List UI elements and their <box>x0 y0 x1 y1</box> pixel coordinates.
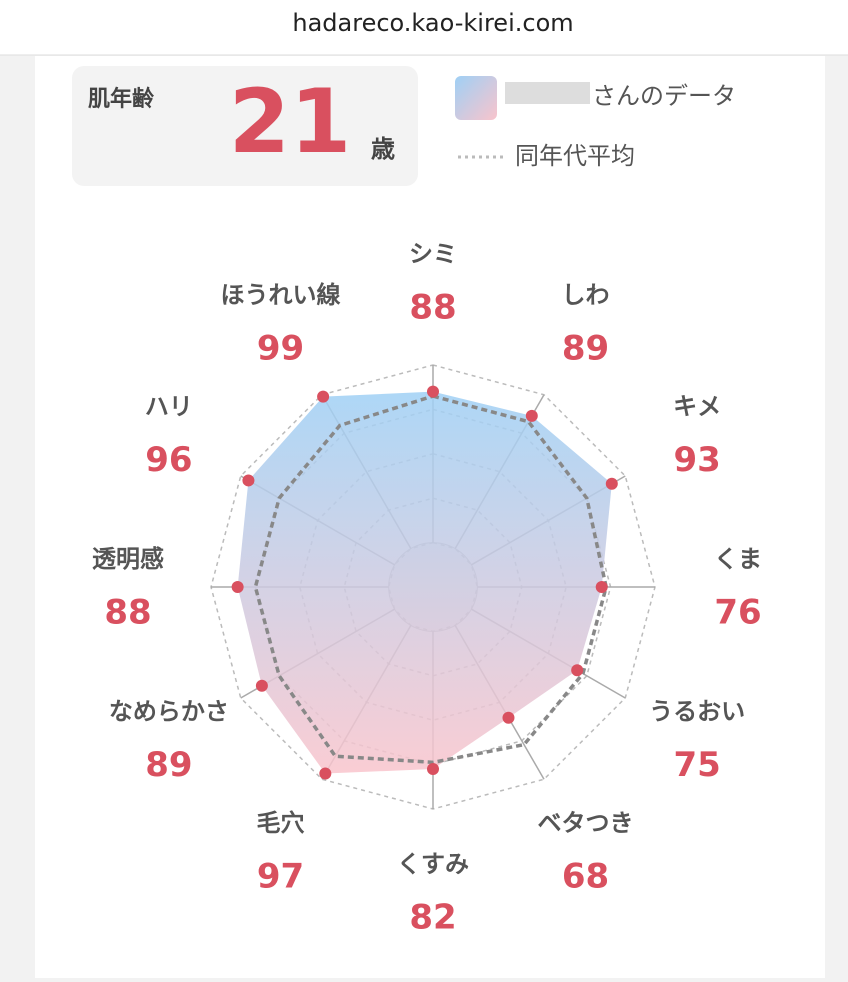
url-bar <box>0 0 848 55</box>
data-point <box>319 767 332 780</box>
value-label: 68 <box>562 857 609 897</box>
value-label: 96 <box>145 440 192 480</box>
value-label: 76 <box>714 593 761 633</box>
value-label: 82 <box>409 898 456 938</box>
category-label: うるおい <box>649 698 745 726</box>
data-point <box>255 679 268 692</box>
legend-swatch <box>455 76 497 120</box>
value-label: 89 <box>562 328 609 368</box>
value-label: 97 <box>257 857 304 897</box>
value-label: 93 <box>673 440 720 480</box>
legend-label: さんのデータ <box>592 82 736 110</box>
category-label: しわ <box>562 281 610 309</box>
legend-label: 同年代平均 <box>515 142 635 170</box>
value-label: 88 <box>104 593 151 633</box>
category-label: ほうれい線 <box>221 281 341 309</box>
data-point <box>502 711 515 724</box>
category-label: 毛穴 <box>257 809 305 837</box>
average-line <box>253 394 608 765</box>
data-point <box>427 385 439 398</box>
category-label: くすみ <box>397 850 469 878</box>
age-box <box>72 66 418 186</box>
data-area <box>237 391 612 774</box>
url[interactable]: hadareco.kao-kirei.com <box>292 9 573 37</box>
category-label: ベタつき <box>538 809 634 837</box>
data-point <box>571 664 584 677</box>
data-point <box>231 581 244 593</box>
age-label: 肌年齢 <box>88 86 155 112</box>
data-point <box>242 474 255 487</box>
age-value: 21 <box>229 70 351 173</box>
category-label: ハリ <box>145 393 193 421</box>
data-point <box>595 581 608 593</box>
value-label: 99 <box>257 328 304 368</box>
category-label: キメ <box>673 393 721 421</box>
value-label: 75 <box>673 745 720 785</box>
data-point <box>525 409 538 422</box>
data-point <box>605 477 618 490</box>
value-label: 89 <box>145 745 192 785</box>
category-label: 透明感 <box>92 545 164 573</box>
value-label: 88 <box>409 288 456 328</box>
category-label: くま <box>714 545 762 573</box>
age-unit: 歳 <box>371 135 395 163</box>
blurred-name <box>505 82 590 104</box>
category-label: シミ <box>409 240 457 268</box>
data-point <box>427 763 439 776</box>
category-label: なめらかさ <box>109 698 229 726</box>
data-point <box>317 390 330 403</box>
